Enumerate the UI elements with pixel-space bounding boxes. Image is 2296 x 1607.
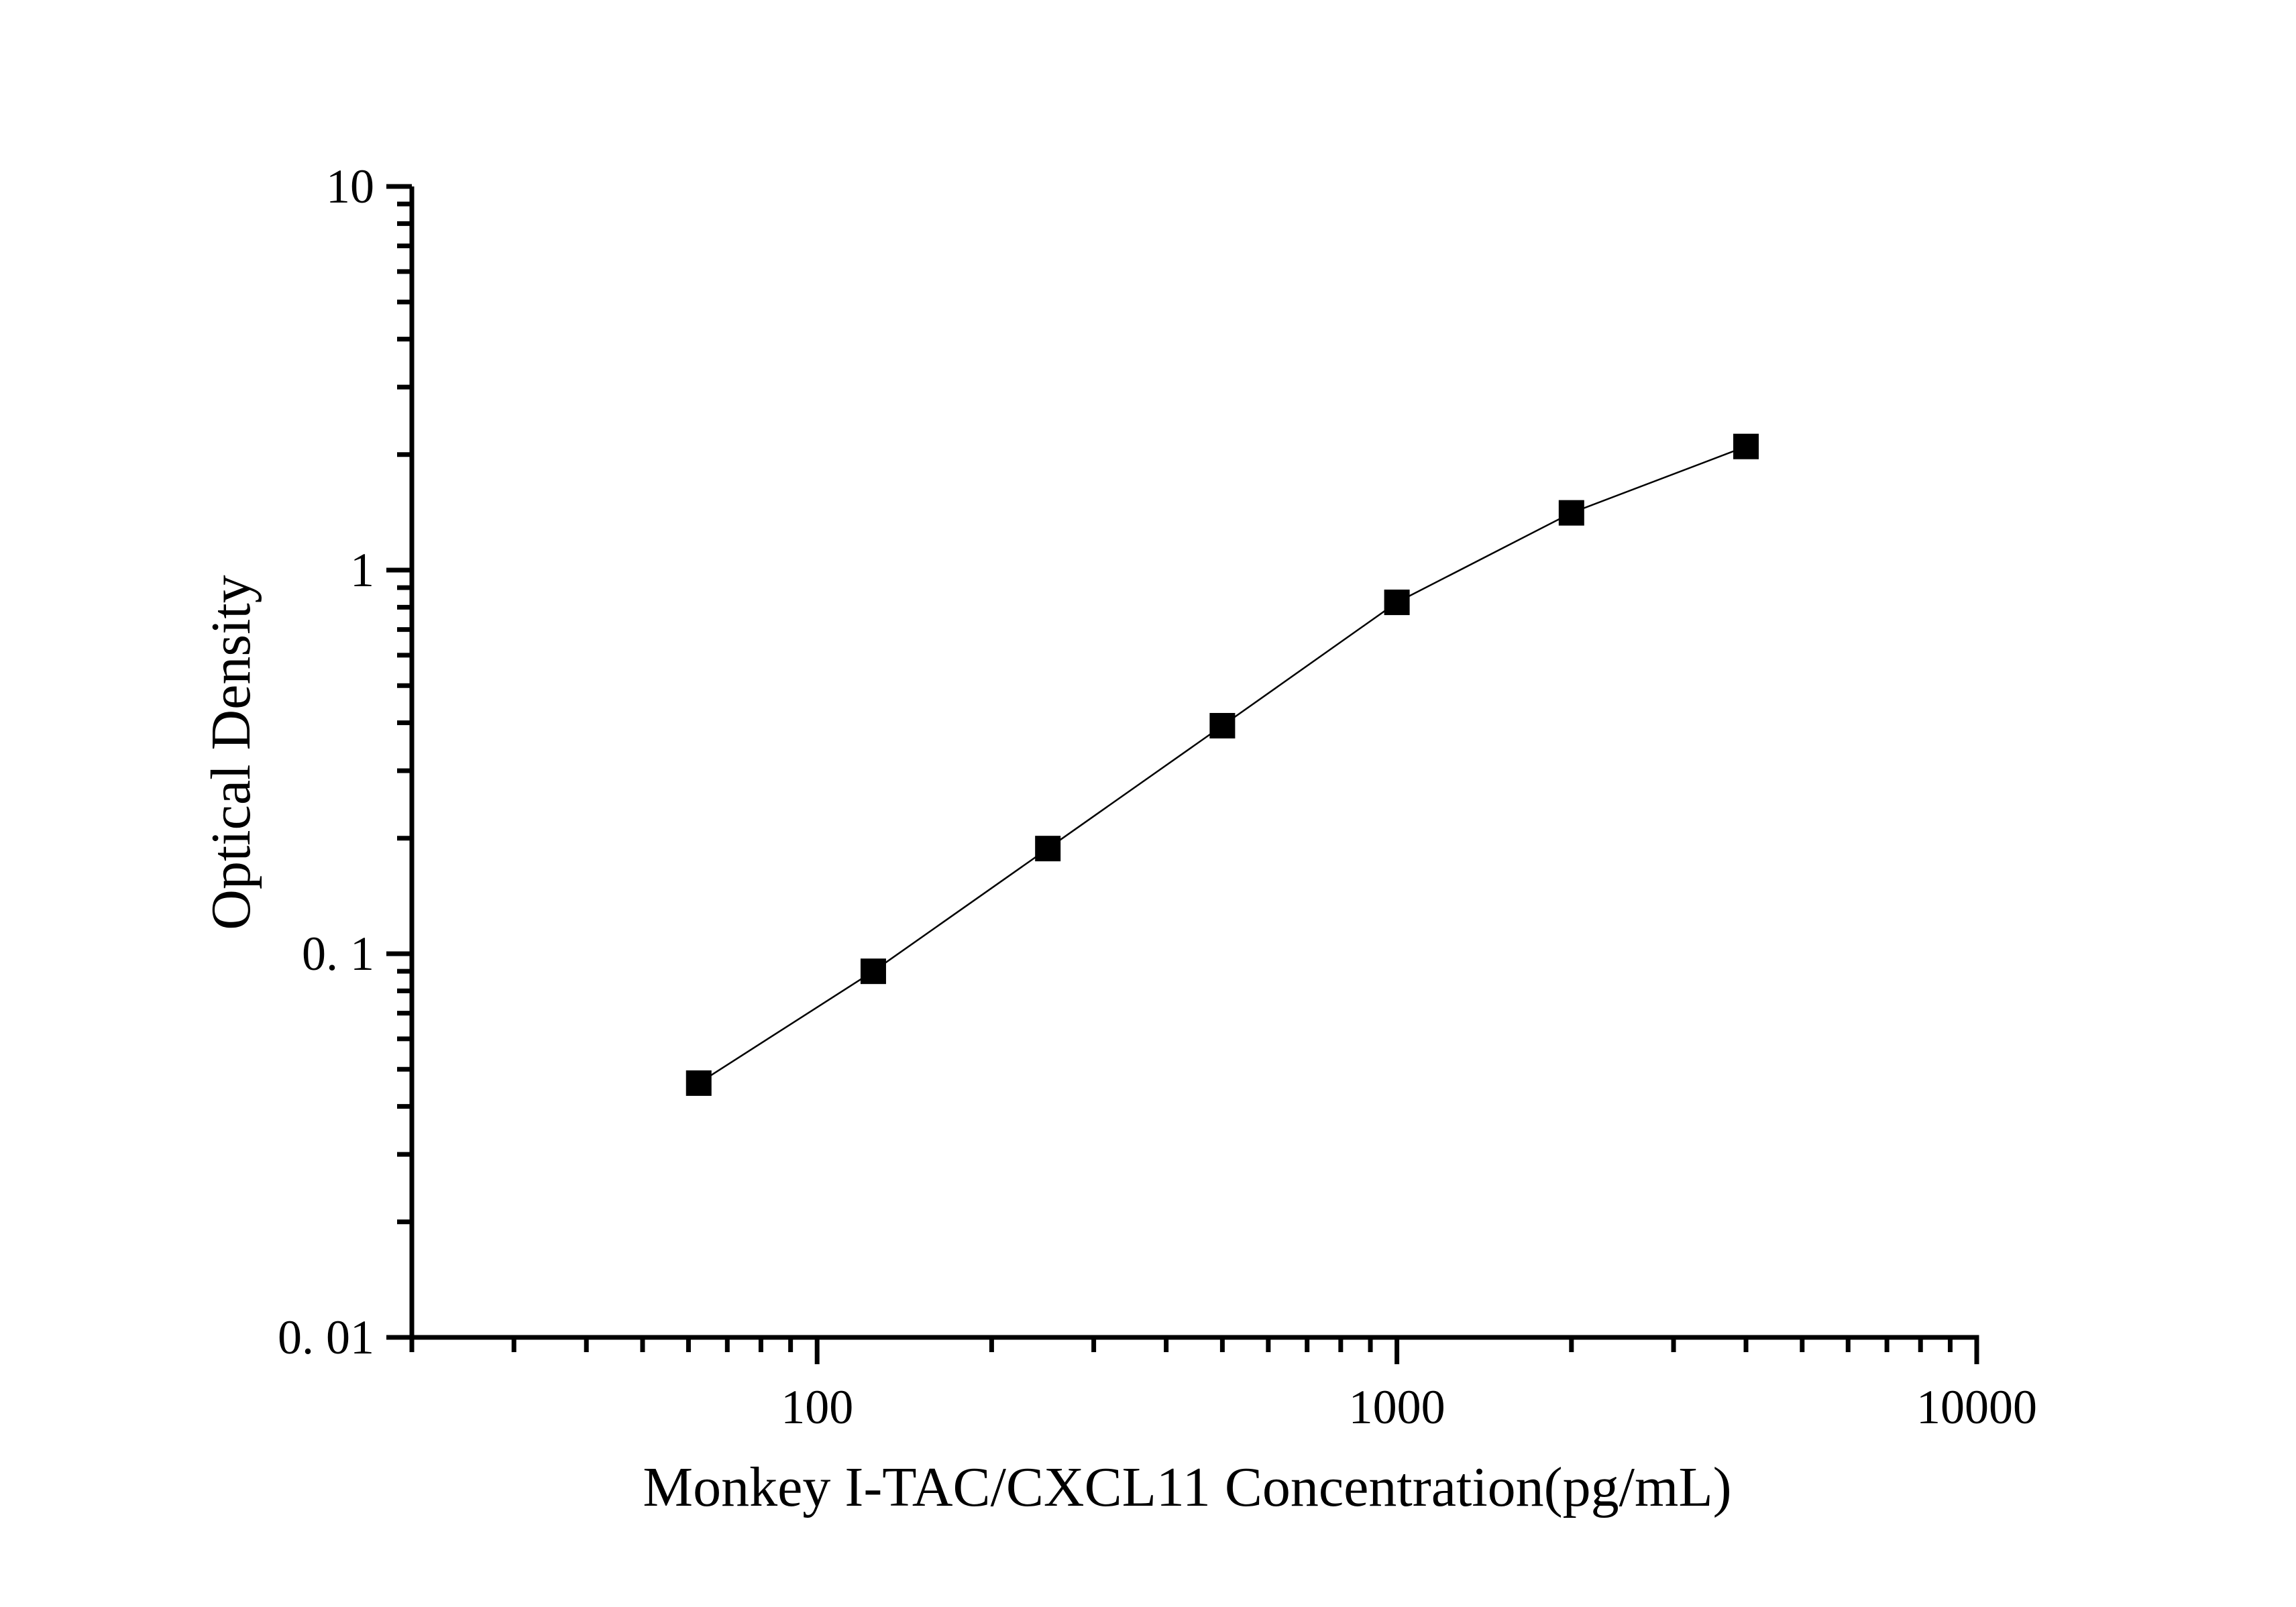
x-axis-label: Monkey I-TAC/CXCL11 Concentration(pg/mL) — [643, 1456, 1731, 1518]
y-tick-label: 0. 1 — [302, 927, 374, 981]
data-point-marker — [1035, 836, 1061, 862]
y-tick-label: 1 — [350, 543, 374, 597]
x-tick-label: 10000 — [1916, 1380, 2037, 1434]
data-point-marker — [1209, 713, 1236, 739]
y-tick-label: 10 — [326, 160, 374, 213]
y-tick-label: 0. 01 — [278, 1311, 374, 1364]
curve-line — [698, 445, 1747, 1084]
y-axis-label: Optical Density — [200, 575, 262, 930]
data-point-marker — [1733, 433, 1759, 459]
axes: 10 1 0. 1 0. 01 100 1000 10000 — [278, 160, 2037, 1434]
data-point-marker — [860, 958, 886, 985]
data-point-marker — [1384, 590, 1410, 616]
data-point-marker — [686, 1070, 712, 1096]
data-series — [686, 433, 1759, 1096]
x-tick-label: 100 — [781, 1380, 853, 1434]
x-tick-label: 1000 — [1349, 1380, 1445, 1434]
data-point-marker — [1558, 500, 1584, 526]
